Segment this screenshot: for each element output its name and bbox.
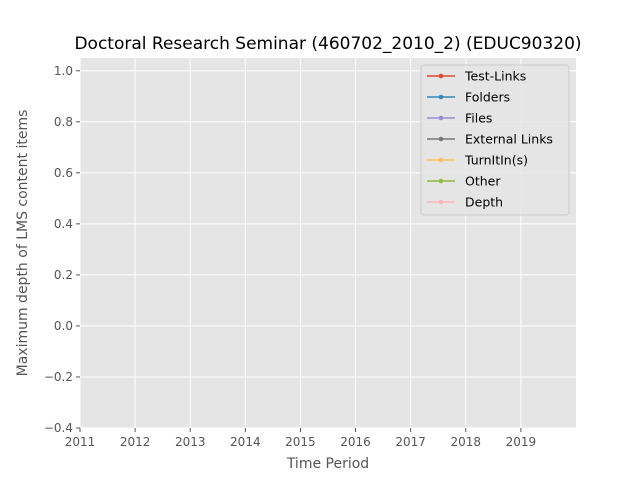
legend-label: Files <box>465 111 492 126</box>
y-tick-label: 0.6 <box>54 166 73 180</box>
legend-label: Other <box>465 174 501 189</box>
x-tick-label: 2019 <box>506 435 537 449</box>
y-tick-label: 0.4 <box>54 217 73 231</box>
x-tick-label: 2014 <box>230 435 261 449</box>
legend-entry: Files <box>427 111 492 126</box>
legend-box <box>420 64 570 216</box>
legend-label: Test-Links <box>464 69 526 84</box>
x-tick-label: 2011 <box>65 435 96 449</box>
x-axis-ticks: 2011 2012 2013 2014 2015 2016 2017 2018 2019 <box>65 428 536 449</box>
legend-marker <box>438 178 444 184</box>
legend-entry: External Links <box>427 132 553 147</box>
legend-marker <box>438 157 444 163</box>
x-tick-label: 2012 <box>120 435 151 449</box>
legend-entry: TurnItIn(s) <box>427 153 528 168</box>
legend-entry: Other <box>427 174 501 189</box>
legend-marker <box>438 73 444 79</box>
y-tick-label: −0.2 <box>44 370 73 384</box>
legend-marker <box>438 115 444 121</box>
x-tick-label: 2015 <box>285 435 316 449</box>
legend-entry: Folders <box>427 90 510 105</box>
legend-marker <box>438 199 444 205</box>
y-tick-label: 0.0 <box>54 319 73 333</box>
y-tick-label: −0.4 <box>44 421 73 435</box>
legend-label: TurnItIn(s) <box>464 153 528 168</box>
x-tick-label: 2016 <box>340 435 371 449</box>
legend-entry: Depth <box>427 195 503 210</box>
y-tick-label: 1.0 <box>54 64 73 78</box>
legend-label: External Links <box>465 132 553 147</box>
y-tick-label: 0.8 <box>54 115 73 129</box>
y-axis-label: Maximum depth of LMS content items <box>15 110 31 377</box>
legend-entry: Test-Links <box>427 69 526 84</box>
x-tick-label: 2013 <box>175 435 206 449</box>
legend-label: Folders <box>465 90 510 105</box>
y-axis-ticks: −0.4 −0.2 0.0 0.2 0.4 0.6 0.8 1.0 <box>44 64 80 435</box>
x-tick-label: 2018 <box>451 435 482 449</box>
x-axis-label: Time Period <box>286 456 369 472</box>
chart-title: Doctoral Research Seminar (460702_2010_2… <box>74 34 581 54</box>
legend-label: Depth <box>465 195 503 210</box>
legend-marker <box>438 136 444 142</box>
legend: Test-Links Folders Files External Links Turn… <box>420 64 570 216</box>
legend-marker <box>438 94 444 100</box>
x-tick-label: 2017 <box>395 435 426 449</box>
y-tick-label: 0.2 <box>54 268 73 282</box>
